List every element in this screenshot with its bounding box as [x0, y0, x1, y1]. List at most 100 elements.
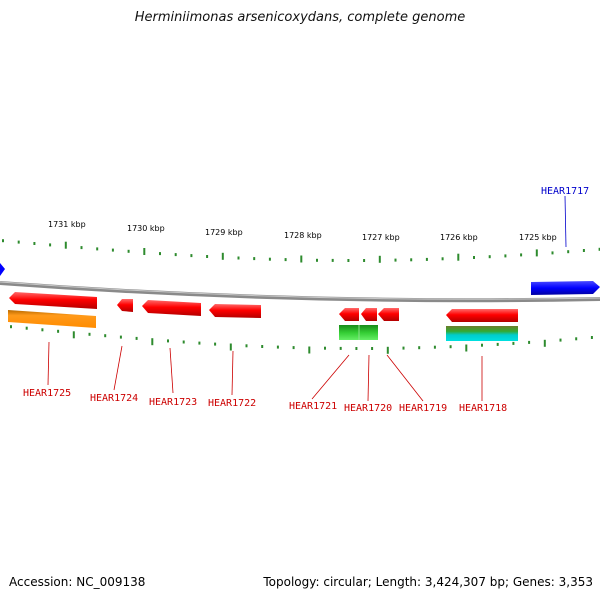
scale-tick [465, 344, 468, 352]
scale-tick [127, 249, 130, 253]
scale-tick [300, 255, 303, 263]
gene-arrow-hear1718[interactable] [446, 309, 518, 322]
scale-tick [159, 252, 161, 256]
gene-label-hear1722[interactable]: HEAR1722 [208, 398, 256, 409]
gene-arrow-hear1721[interactable] [339, 308, 359, 321]
scale-tick [363, 259, 366, 262]
scale-tick [371, 347, 374, 350]
lower-scale-ticks [10, 325, 593, 354]
gene-label-hear1717[interactable]: HEAR1717 [541, 186, 589, 197]
scale-label: 1730 kbp [127, 224, 165, 233]
scale-tick [355, 347, 358, 350]
gene-arrow-hear1724[interactable] [117, 299, 133, 312]
scale-tick [229, 343, 232, 351]
scale-label: 1727 kbp [362, 233, 400, 242]
scale-tick [378, 255, 381, 263]
scale-tick [433, 345, 436, 349]
accession-text: Accession: NC_009138 [9, 575, 146, 589]
scale-tick [520, 253, 523, 257]
scale-tick [143, 248, 146, 255]
scale-tick [80, 246, 83, 250]
gene-arrow-hear1722[interactable] [209, 304, 261, 318]
scale-label: 1728 kbp [284, 231, 322, 240]
scale-label: 1729 kbp [205, 228, 243, 237]
gene-label-hear1725[interactable]: HEAR1725 [23, 388, 71, 399]
feature-bar-multicolor[interactable] [446, 326, 518, 341]
scale-tick [135, 336, 138, 340]
scale-label: 1726 kbp [440, 233, 478, 242]
scale-tick [316, 258, 318, 262]
gene-label-hear1723[interactable]: HEAR1723 [149, 397, 197, 408]
genome-backbone [0, 281, 600, 303]
scale-tick [284, 258, 287, 262]
scale-tick [261, 345, 264, 348]
scale-tick [72, 331, 75, 339]
scale-tick [598, 247, 600, 251]
scale-tick [590, 336, 593, 339]
scale-tick [198, 341, 201, 345]
scale-tick [57, 329, 60, 333]
feature-bar-orange[interactable] [8, 310, 96, 328]
scale-tick [425, 257, 428, 261]
scale-tick [496, 342, 499, 346]
scale-tick [237, 256, 240, 260]
scale-tick [339, 346, 342, 350]
scale-tick [174, 253, 177, 257]
scale-tick [528, 340, 531, 344]
scale-tick [394, 258, 397, 262]
scale-tick [25, 326, 28, 330]
scale-tick [214, 342, 217, 346]
gene-arrow-hear1719[interactable] [378, 308, 399, 321]
scale-tick [551, 251, 554, 255]
scale-tick [582, 249, 585, 252]
scale-tick [292, 346, 295, 350]
scale-tick [10, 325, 12, 329]
scale-label: 1725 kbp [519, 233, 557, 242]
scale-tick [17, 240, 20, 244]
scale-tick [119, 335, 122, 339]
genome-backbone-highlight [0, 281, 600, 300]
scale-tick [88, 332, 91, 336]
scale-tick [418, 346, 421, 350]
map-title: Herminiimonas arsenicoxydans, complete g… [134, 10, 466, 25]
gene-label-hear1719[interactable]: HEAR1719 [399, 403, 447, 414]
gene-arrow-partial[interactable] [0, 263, 5, 276]
scale-tick [167, 339, 169, 343]
scale-tick [481, 343, 483, 347]
gene-arrow-hear1723[interactable] [142, 300, 201, 316]
gene-label-hear1718[interactable]: HEAR1718 [459, 403, 507, 414]
scale-tick [441, 257, 444, 261]
scale-tick [331, 258, 334, 262]
scale-tick [104, 334, 107, 338]
scale-tick [151, 338, 154, 346]
gene-label-hear1724[interactable]: HEAR1724 [90, 393, 138, 404]
gene-arrow-hear1720[interactable] [361, 308, 377, 321]
scale-tick [488, 255, 491, 259]
scale-tick [308, 346, 311, 354]
gene-arrow-hear1725[interactable] [9, 292, 97, 309]
scale-tick [64, 241, 67, 249]
scale-tick [473, 256, 475, 259]
scale-tick [386, 346, 389, 354]
scale-tick [402, 346, 405, 350]
scale-tick [410, 258, 413, 262]
scale-tick [324, 346, 326, 350]
upper-scale-ticks [2, 239, 600, 263]
scale-tick [33, 242, 36, 245]
gene-label-hear1721[interactable]: HEAR1721 [289, 401, 337, 412]
scale-tick [543, 339, 546, 347]
scale-tick [504, 254, 507, 258]
scale-label: 1731 kbp [48, 220, 86, 229]
scale-tick [567, 250, 570, 254]
gene-label-hear1720[interactable]: HEAR1720 [344, 403, 392, 414]
scale-tick [449, 345, 452, 349]
scale-tick [49, 243, 52, 247]
genome-summary-text: Topology: circular; Length: 3,424,307 bp… [263, 575, 593, 589]
gene-arrow-hear1717[interactable] [531, 281, 600, 295]
scale-tick [245, 344, 248, 348]
scale-tick [96, 247, 99, 251]
scale-tick [268, 257, 271, 261]
scale-tick [111, 248, 114, 252]
label-leaders [47, 195, 567, 402]
